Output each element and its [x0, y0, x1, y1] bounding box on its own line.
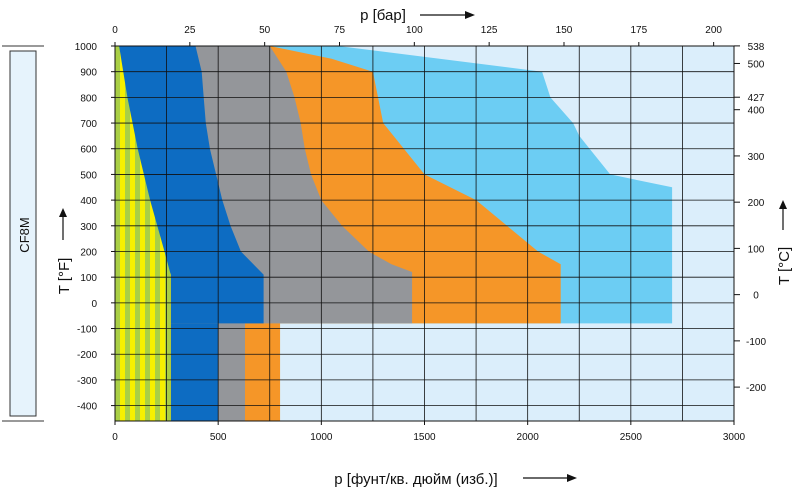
plot-area	[114, 45, 735, 422]
left-tick-label: -200	[77, 350, 97, 361]
left-axis-arrow-icon	[59, 208, 67, 217]
top-tick-label: 25	[184, 25, 196, 36]
top-axis-label: p [бар]	[360, 7, 406, 24]
cryo-band-orange	[244, 323, 281, 421]
bottom-tick-label: 1500	[413, 432, 436, 443]
left-tick-label: 800	[80, 93, 97, 104]
left-tick-label: 100	[80, 273, 97, 284]
left-tick-label: 500	[80, 170, 97, 181]
region-striped-yellow	[115, 46, 171, 421]
right-tick-label: 200	[748, 198, 765, 209]
material-sidebar: CF8M	[2, 45, 44, 422]
left-tick-label: 700	[80, 119, 97, 130]
top-axis-arrow-icon	[465, 11, 475, 19]
left-tick-label: -100	[77, 325, 97, 336]
left-tick-label: -300	[77, 376, 97, 387]
left-axis-label: T [°F]	[56, 258, 73, 295]
right-axis-ticks: -200 -100 0 100 200 300 400 427 500 538	[734, 42, 766, 394]
cryo-band-gray	[218, 323, 245, 421]
bottom-tick-label: 0	[112, 432, 118, 443]
left-tick-label: -400	[77, 402, 97, 413]
grid-lines	[114, 45, 735, 421]
top-axis-title: p [бар]	[360, 7, 475, 24]
top-tick-label: 200	[705, 25, 722, 36]
left-axis-ticks: -400 -300 -200 -100 0 100 200 300 400 500 600 700 80…	[75, 42, 115, 413]
right-tick-label: 0	[753, 291, 759, 302]
left-tick-label: 300	[80, 222, 97, 233]
bottom-tick-label: 500	[210, 432, 227, 443]
right-tick-label: -100	[746, 337, 766, 348]
top-tick-label: 175	[630, 25, 647, 36]
bottom-axis-ticks: 0 500 1000 1500 2000 2500 3000	[112, 421, 746, 443]
bottom-axis-title: p [фунт/кв. дюйм (изб.)]	[334, 471, 577, 488]
top-tick-label: 100	[406, 25, 423, 36]
right-tick-label: 300	[748, 152, 765, 163]
right-tick-label: 538	[748, 42, 765, 53]
right-axis-label: T [°C]	[776, 247, 793, 285]
right-tick-label: -200	[746, 383, 766, 394]
right-tick-label: 100	[748, 244, 765, 255]
top-tick-label: 125	[481, 25, 498, 36]
right-axis-arrow-icon	[779, 200, 787, 209]
bottom-axis-arrow-icon	[567, 474, 577, 482]
right-axis-title: T [°C]	[776, 200, 793, 285]
left-tick-label: 900	[80, 68, 97, 79]
sidebar-box	[9, 50, 37, 417]
bottom-axis-label: p [фунт/кв. дюйм (изб.)]	[334, 471, 497, 488]
top-tick-label: 50	[259, 25, 271, 36]
bottom-tick-label: 1000	[310, 432, 333, 443]
top-axis-ticks: 0 25 50 75 100 125 150 175 200	[112, 25, 722, 46]
bottom-tick-label: 2000	[517, 432, 540, 443]
left-axis-title: T [°F]	[56, 208, 73, 294]
left-tick-label: 1000	[75, 42, 98, 53]
material-label: CF8M	[17, 217, 32, 252]
left-tick-label: 600	[80, 145, 97, 156]
right-tick-label: 400	[748, 106, 765, 117]
top-tick-label: 150	[556, 25, 573, 36]
right-tick-label: 427	[748, 93, 765, 104]
right-tick-label: 500	[748, 59, 765, 70]
top-tick-label: 0	[112, 25, 118, 36]
left-tick-label: 0	[91, 299, 97, 310]
bottom-tick-label: 2500	[620, 432, 643, 443]
bottom-tick-label: 3000	[723, 432, 746, 443]
top-tick-label: 75	[334, 25, 346, 36]
left-tick-label: 200	[80, 247, 97, 258]
left-tick-label: 400	[80, 196, 97, 207]
